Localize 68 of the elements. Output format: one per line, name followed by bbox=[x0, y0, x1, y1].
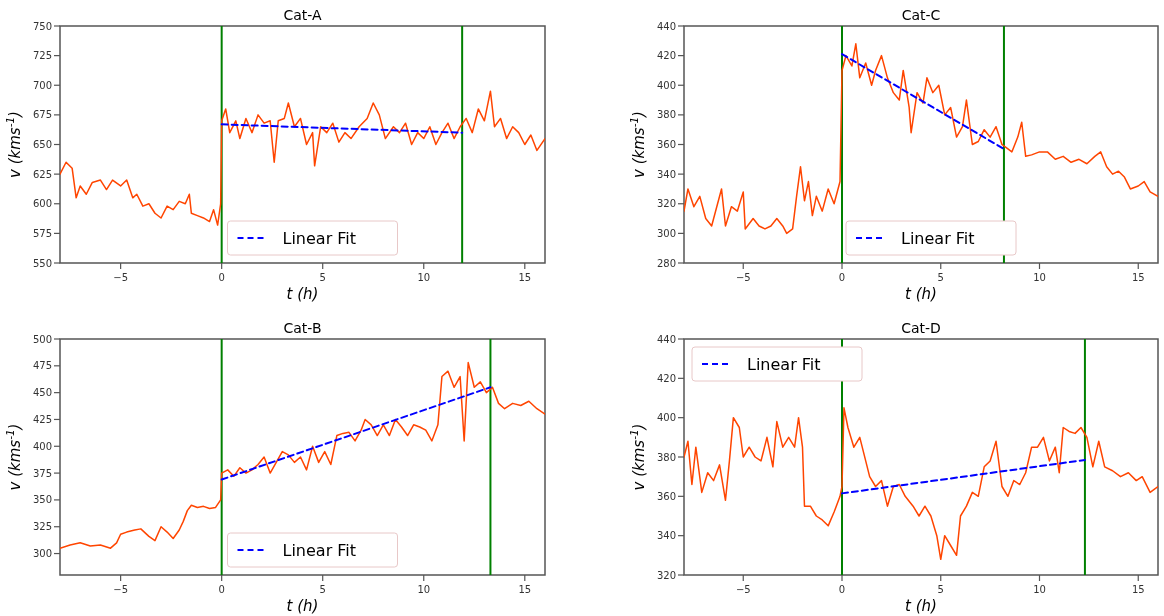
x-tick-label: 10 bbox=[1033, 584, 1046, 595]
x-tick-label: 5 bbox=[937, 584, 944, 595]
x-tick-label: −5 bbox=[113, 272, 128, 283]
y-tick-label: 380 bbox=[656, 109, 676, 121]
y-tick-label: 550 bbox=[32, 257, 52, 269]
line-series bbox=[60, 90, 545, 226]
x-tick-label: 5 bbox=[319, 272, 326, 283]
x-tick-label: 10 bbox=[1033, 272, 1046, 283]
x-tick-label: 0 bbox=[218, 272, 225, 283]
y-tick-label: 500 bbox=[32, 333, 52, 345]
y-tick-label: 340 bbox=[656, 168, 676, 180]
x-tick-label: 0 bbox=[218, 584, 225, 595]
y-tick-label: 300 bbox=[32, 548, 52, 560]
y-tick-label: 750 bbox=[32, 20, 52, 32]
y-tick-label: 400 bbox=[656, 79, 676, 91]
y-tick-label: 625 bbox=[32, 168, 52, 180]
chart-title: Cat-B bbox=[283, 320, 322, 336]
x-tick-label: −5 bbox=[735, 584, 751, 595]
y-tick-label: 400 bbox=[656, 412, 676, 424]
y-tick-label: 440 bbox=[656, 333, 676, 345]
x-tick-label: 15 bbox=[1131, 272, 1145, 283]
y-tick-label: 440 bbox=[656, 20, 676, 32]
x-tick-label: 0 bbox=[838, 272, 846, 283]
y-tick-label: 600 bbox=[32, 198, 52, 210]
y-tick-label: 280 bbox=[656, 257, 676, 269]
y-tick-label: 425 bbox=[32, 413, 52, 425]
y-tick-label: 420 bbox=[656, 372, 676, 384]
x-tick-label: 0 bbox=[838, 584, 846, 595]
chart-title: Cat-D bbox=[901, 320, 941, 336]
y-tick-label: 375 bbox=[32, 467, 52, 479]
y-tick-label: 675 bbox=[32, 109, 52, 121]
y-tick-label: 650 bbox=[32, 139, 52, 150]
x-tick-label: 10 bbox=[417, 272, 431, 283]
x-tick-label: −5 bbox=[735, 272, 751, 283]
legend-label: Linear Fit bbox=[747, 355, 821, 374]
x-tick-label: 5 bbox=[937, 272, 944, 283]
y-tick-label: 340 bbox=[656, 530, 676, 542]
x-axis-title: t (h) bbox=[905, 285, 937, 303]
chart-title: Cat-C bbox=[901, 7, 941, 23]
y-tick-label: 700 bbox=[32, 79, 52, 91]
y-tick-label: 320 bbox=[656, 569, 676, 581]
x-tick-label: 15 bbox=[1131, 584, 1145, 595]
x-tick-label: 15 bbox=[518, 272, 532, 283]
y-tick-label: 475 bbox=[32, 360, 52, 372]
legend-label: Linear Fit bbox=[901, 229, 975, 248]
x-axis-title: t (h) bbox=[286, 597, 319, 615]
y-tick-label: 575 bbox=[32, 227, 52, 239]
chart-title: Cat-A bbox=[283, 7, 322, 23]
y-tick-label: 360 bbox=[656, 490, 676, 502]
x-axis-title: t (h) bbox=[905, 597, 937, 615]
x-axis-title: t (h) bbox=[286, 285, 319, 303]
y-tick-label: 325 bbox=[32, 521, 52, 533]
x-tick-label: −5 bbox=[113, 584, 128, 595]
y-tick-label: 300 bbox=[656, 227, 676, 239]
y-tick-label: 360 bbox=[656, 139, 676, 150]
y-tick-label: 420 bbox=[656, 50, 676, 62]
y-tick-label: 450 bbox=[32, 387, 52, 399]
y-tick-label: 400 bbox=[32, 440, 52, 452]
x-tick-label: 5 bbox=[319, 584, 326, 595]
line-series bbox=[684, 407, 1158, 561]
y-tick-label: 350 bbox=[32, 494, 52, 506]
y-tick-label: 380 bbox=[656, 451, 676, 463]
x-tick-label: 15 bbox=[518, 584, 532, 595]
y-tick-label: 320 bbox=[656, 198, 676, 210]
y-tick-label: 725 bbox=[32, 50, 52, 62]
x-tick-label: 10 bbox=[417, 584, 431, 595]
legend-label: Linear Fit bbox=[282, 541, 357, 560]
legend-label: Linear Fit bbox=[282, 229, 357, 248]
